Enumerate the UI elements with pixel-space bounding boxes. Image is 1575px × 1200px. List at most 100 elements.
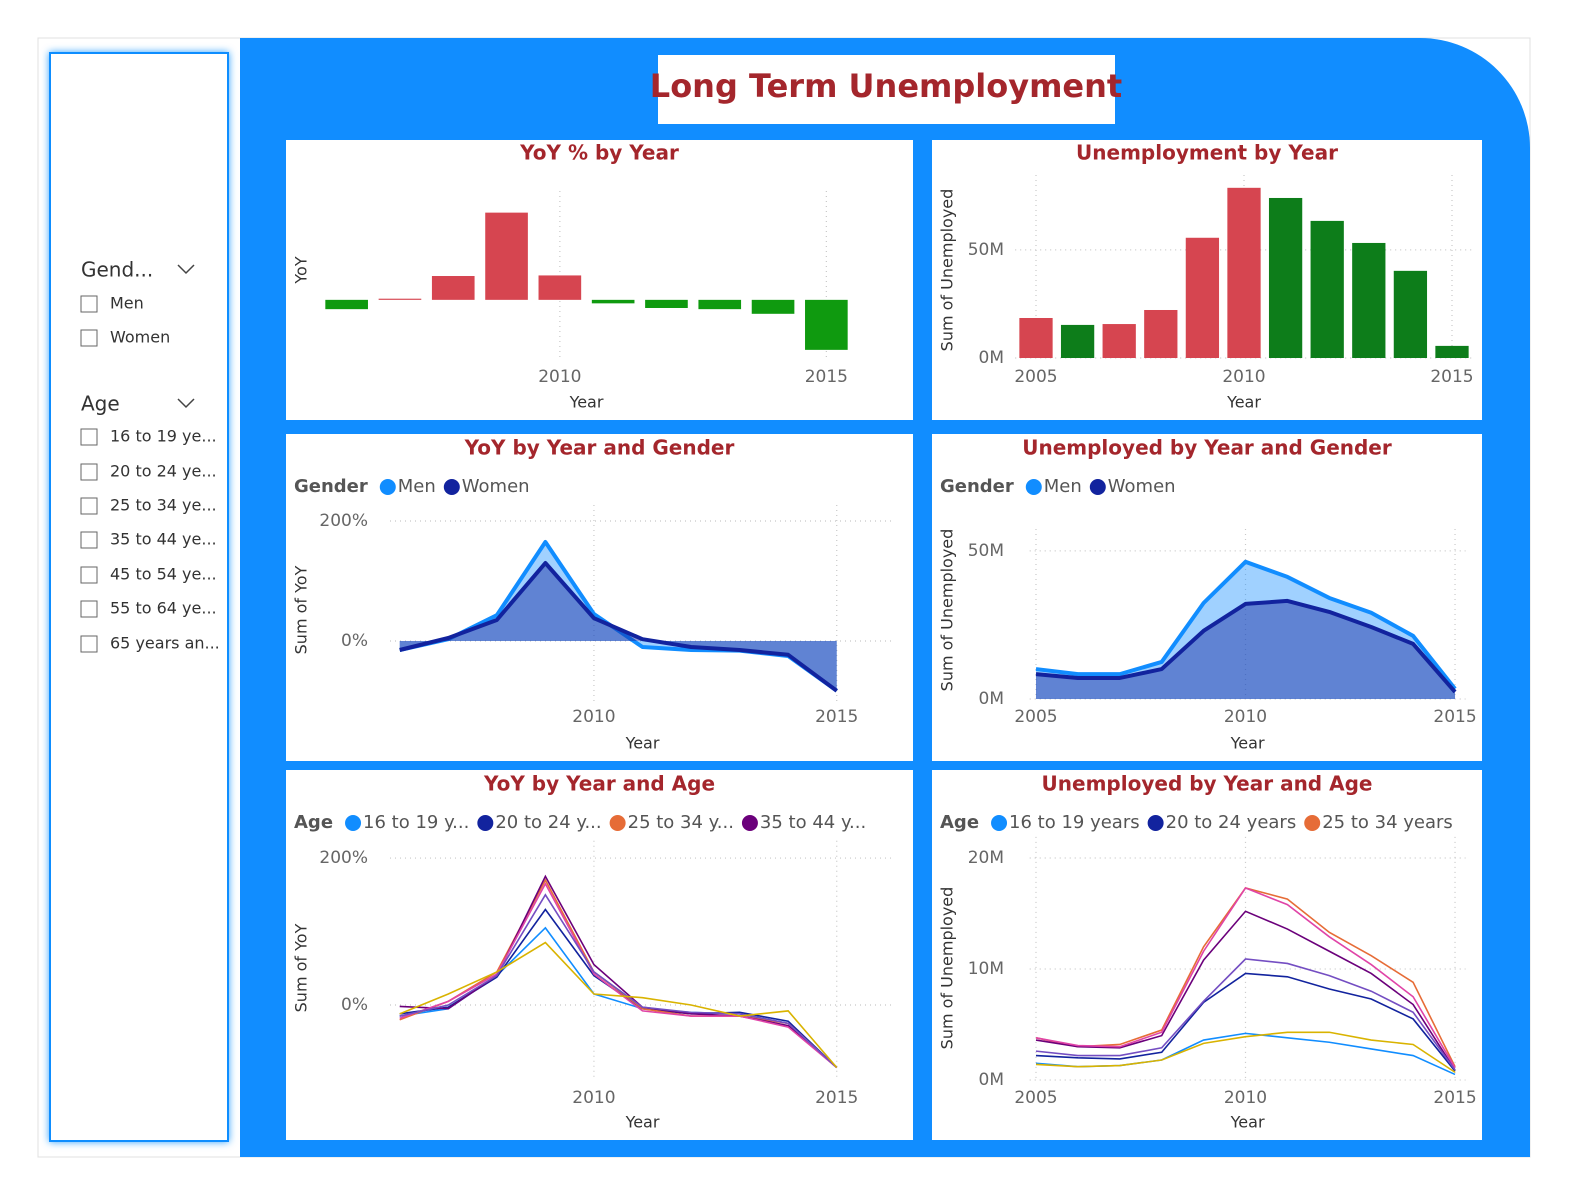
checkbox[interactable] bbox=[80, 600, 98, 618]
y-tick-label: 0% bbox=[341, 995, 368, 1015]
y-tick-label: 20M bbox=[968, 848, 1004, 868]
legend-marker bbox=[477, 815, 494, 831]
slicer-title: Gend... bbox=[81, 258, 153, 282]
bar bbox=[591, 299, 635, 304]
area-fill bbox=[399, 563, 837, 691]
legend-label[interactable]: 20 to 24 years bbox=[1166, 812, 1297, 833]
x-tick-label: 2015 bbox=[1430, 367, 1473, 387]
y-axis-title: Sum of YoY bbox=[292, 565, 311, 654]
x-tick-label: 2005 bbox=[1014, 1088, 1057, 1108]
legend-label[interactable]: Women bbox=[1108, 476, 1176, 497]
legend-label[interactable]: 25 to 34 y... bbox=[628, 812, 734, 833]
bar bbox=[1393, 270, 1428, 358]
bar bbox=[645, 299, 688, 308]
chart-title: YoY by Year and Age bbox=[483, 772, 715, 796]
legend-label[interactable]: 35 to 44 y... bbox=[760, 812, 866, 833]
chart-card bbox=[286, 770, 913, 1140]
x-tick-label: 2005 bbox=[1014, 707, 1057, 727]
x-tick-label: 2010 bbox=[1224, 1088, 1267, 1108]
bar bbox=[538, 275, 582, 300]
bar bbox=[325, 299, 368, 310]
slicer-panel bbox=[49, 52, 229, 1142]
legend-marker bbox=[379, 479, 396, 495]
slicer-chevron[interactable] bbox=[177, 398, 195, 409]
y-tick-label: 0M bbox=[979, 1070, 1004, 1090]
legend-label[interactable]: 16 to 19 years bbox=[1009, 812, 1140, 833]
x-tick-label: 2010 bbox=[538, 367, 581, 387]
series-line bbox=[1035, 972, 1456, 1072]
x-axis-title: Year bbox=[569, 393, 604, 412]
x-axis-title: Year bbox=[1230, 734, 1265, 753]
area-line bbox=[1035, 559, 1457, 691]
x-tick-label: 2010 bbox=[572, 707, 615, 727]
bar bbox=[1268, 197, 1303, 358]
y-tick-label: 200% bbox=[319, 848, 368, 868]
y-axis-title: Sum of Unemployed bbox=[938, 529, 957, 692]
x-axis-title: Year bbox=[1226, 393, 1261, 412]
bar bbox=[1102, 324, 1136, 358]
checkbox[interactable] bbox=[80, 531, 98, 549]
legend-title: Age bbox=[294, 812, 333, 833]
slicer-chevron[interactable] bbox=[177, 264, 195, 275]
legend-marker bbox=[1147, 815, 1164, 831]
series-line bbox=[399, 941, 838, 1069]
bar bbox=[1144, 309, 1178, 358]
chart-title: YoY % by Year bbox=[519, 141, 679, 165]
x-axis-title: Year bbox=[625, 734, 660, 753]
bar bbox=[1352, 242, 1386, 358]
checkbox[interactable] bbox=[80, 295, 98, 313]
y-tick-label: 10M bbox=[968, 959, 1004, 979]
slicer-item: 55 to 64 ye... bbox=[110, 599, 217, 618]
chart-title: Unemployment by Year bbox=[1076, 141, 1338, 165]
checkbox[interactable] bbox=[80, 635, 98, 653]
series-line bbox=[1035, 1031, 1456, 1073]
bar bbox=[1310, 220, 1344, 358]
legend-label[interactable]: 20 to 24 y... bbox=[495, 812, 601, 833]
y-axis-title: Sum of YoY bbox=[292, 923, 311, 1012]
bar bbox=[1060, 324, 1095, 358]
area-line bbox=[399, 561, 838, 693]
x-tick-label: 2010 bbox=[572, 1088, 615, 1108]
legend-label[interactable]: Men bbox=[398, 476, 436, 497]
checkbox[interactable] bbox=[80, 329, 98, 347]
checkbox[interactable] bbox=[80, 497, 98, 515]
legend-marker bbox=[741, 815, 758, 831]
legend-marker bbox=[609, 815, 626, 831]
series-line bbox=[399, 882, 838, 1069]
y-tick-label: 0M bbox=[979, 689, 1004, 709]
legend-title: Gender bbox=[940, 476, 1014, 497]
checkbox[interactable] bbox=[80, 428, 98, 446]
chart-title: Unemployed by Year and Age bbox=[1042, 772, 1373, 796]
legend-label[interactable]: 25 to 34 years bbox=[1322, 812, 1453, 833]
bar bbox=[1185, 237, 1220, 358]
legend-marker bbox=[991, 815, 1008, 831]
legend-marker bbox=[1304, 815, 1321, 831]
page-title: Long Term Unemployment bbox=[650, 67, 1122, 105]
y-tick-label: 0M bbox=[979, 348, 1004, 368]
slicer-item: 25 to 34 ye... bbox=[110, 496, 217, 515]
series-line bbox=[1035, 910, 1456, 1071]
y-axis-title: Sum of Unemployed bbox=[938, 887, 957, 1050]
legend-title: Gender bbox=[294, 476, 368, 497]
checkbox[interactable] bbox=[80, 566, 98, 584]
slicer-item: 16 to 19 ye... bbox=[110, 427, 217, 446]
legend-label[interactable]: 16 to 19 y... bbox=[363, 812, 469, 833]
slicer-item: 65 years an... bbox=[110, 634, 220, 653]
bar bbox=[485, 212, 528, 300]
slicer-item: 20 to 24 ye... bbox=[110, 462, 217, 481]
x-tick-label: 2015 bbox=[805, 367, 848, 387]
legend-label[interactable]: Women bbox=[462, 476, 530, 497]
y-axis-title: Sum of Unemployed bbox=[938, 189, 957, 352]
series-line bbox=[1035, 886, 1456, 1069]
series-line bbox=[399, 893, 838, 1069]
legend-marker bbox=[443, 479, 460, 495]
bar bbox=[1227, 187, 1261, 358]
chart-title: Unemployed by Year and Gender bbox=[1022, 436, 1392, 460]
bar bbox=[1435, 345, 1469, 358]
checkbox[interactable] bbox=[80, 463, 98, 481]
legend-label[interactable]: Men bbox=[1044, 476, 1082, 497]
x-tick-label: 2010 bbox=[1222, 367, 1265, 387]
slicer-item: Men bbox=[110, 294, 144, 313]
series-line bbox=[1035, 958, 1456, 1071]
